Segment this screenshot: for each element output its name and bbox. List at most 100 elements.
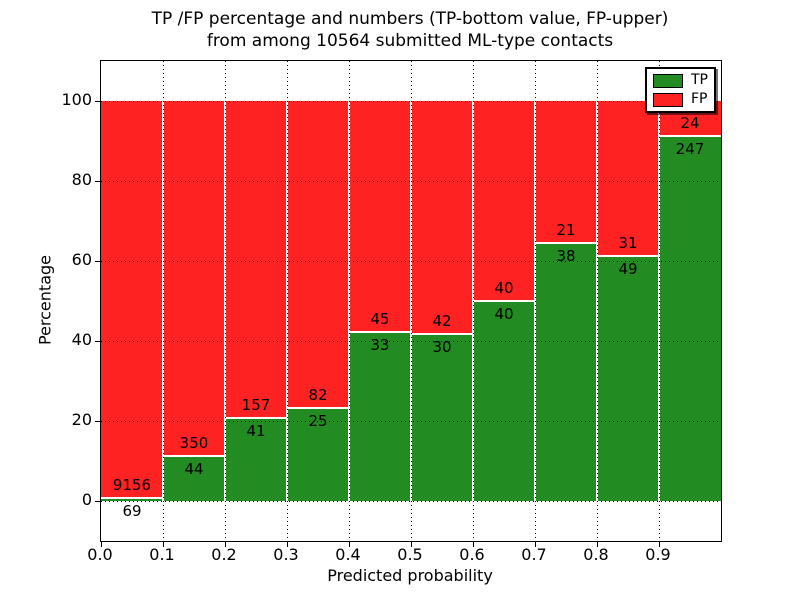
bar-count-label-tp: 33 [370,335,390,354]
legend-swatch-fp [653,92,683,107]
y-tick-label: 20 [71,410,92,429]
y-tick-label: 40 [71,330,92,349]
bar-segment-tp [163,456,225,501]
bar-segment-fp [535,101,597,244]
gridline-vertical [287,61,288,541]
bar-segment-tp [535,243,597,501]
bar-segment-tp [225,418,287,501]
bar-segment-fp [101,101,163,498]
bar-count-label-tp: 25 [308,411,328,430]
bar-segment-fp [411,101,473,335]
bar-segment-fp [349,101,411,332]
x-tick-label: 0.9 [645,545,671,564]
bar-edge-horizontal [411,333,473,336]
y-axis-tick [95,181,101,182]
y-axis-tick [95,501,101,502]
bar-edge-horizontal [659,135,721,138]
bar-segment-fp [597,101,659,256]
bar-count-label-fp: 350 [179,434,209,453]
x-tick-label: 0.7 [521,545,547,564]
x-axis-tick [411,541,412,547]
legend-item-fp: FP [653,92,708,107]
x-axis-tick [349,541,350,547]
legend-item-tp: TP [653,73,708,88]
bar-edge-horizontal [101,497,163,499]
gridline-horizontal [101,341,721,342]
bar-count-label-tp: 44 [184,460,204,479]
bar-edge-horizontal [349,330,411,333]
bar-segment-fp [287,101,349,408]
bar-edge-horizontal [535,242,597,245]
bar-count-label-tp: 69 [122,502,142,520]
bar-segment-tp [473,301,535,501]
x-axis-tick [101,541,102,547]
x-axis-tick [597,541,598,547]
bar-count-label-fp: 31 [618,234,638,252]
gridline-vertical [659,61,660,541]
chart-title-line-1: TP /FP percentage and numbers (TP-bottom… [151,9,669,29]
plot-area: 9156 69 350 44 157 41 82 25 45 33 42 30 40 40 21 38 31 49… [95,60,722,547]
bar-count-label-tp: 41 [246,422,266,441]
bar-edge-horizontal [597,255,659,257]
gridline-horizontal [101,421,721,422]
x-axis-tick [659,541,660,547]
bar-edge-horizontal [225,417,287,420]
bar-segment-tp [597,256,659,501]
gridline-vertical [225,61,226,541]
gridline-vertical [349,61,350,541]
x-tick-label: 0.3 [273,545,299,564]
bar-count-label-fp: 42 [432,312,452,331]
gridline-vertical [163,61,164,541]
x-axis-label: Predicted probability [327,566,493,585]
y-tick-label: 100 [61,90,92,109]
x-tick-label: 0.1 [149,545,175,564]
x-tick-label: 0.2 [211,545,237,564]
bar-segment-tp [349,331,411,501]
x-axis-tick [473,541,474,547]
bar-segment-tp [411,334,473,501]
y-axis-tick [95,261,101,262]
bar-count-label-tp: 40 [494,305,514,323]
x-axis-tick [535,541,536,547]
bar-segment-fp [225,101,287,419]
gridline-horizontal [101,101,721,102]
chart-title: TP /FP percentage and numbers (TP-bottom… [100,8,720,52]
legend: TP FP [645,67,716,113]
gridline-vertical [597,61,598,541]
bar-segment-fp [473,101,535,301]
bar-count-label-tp: 247 [675,140,705,159]
y-axis-tick [95,101,101,102]
bar-segment-tp [659,136,721,501]
x-tick-label: 0.5 [397,545,423,564]
bar-count-label-fp: 82 [308,385,328,404]
gridline-horizontal [101,181,721,182]
y-tick-label: 60 [71,250,92,269]
gridline-horizontal [101,261,721,262]
bar-count-label-tp: 49 [618,260,638,278]
legend-label-fp: FP [691,91,708,107]
bar-count-label-fp: 45 [370,309,390,328]
bar-count-label-tp: 38 [556,247,576,266]
chart-title-line-2: from among 10564 submitted ML-type conta… [206,31,614,51]
x-tick-label: 0.0 [87,545,113,564]
gridline-vertical [473,61,474,541]
bar-count-label-fp: 157 [241,396,271,415]
bar-count-label-fp: 40 [494,279,514,297]
x-tick-label: 0.8 [583,545,609,564]
gridline-horizontal [101,501,721,502]
bar-segment-tp [101,498,163,501]
bar-count-label-fp: 21 [556,221,576,240]
gridline-vertical [535,61,536,541]
legend-swatch-tp [653,73,683,88]
x-axis-tick [163,541,164,547]
y-axis-tick [95,341,101,342]
y-tick-label: 80 [71,170,92,189]
y-tick-label: 0 [81,490,92,509]
x-axis-tick [225,541,226,547]
x-tick-label: 0.6 [459,545,485,564]
bar-count-label-fp: 9156 [112,476,152,494]
bar-edge-horizontal [473,300,535,302]
legend-label-tp: TP [691,72,708,88]
bar-count-label-fp: 24 [680,114,700,133]
